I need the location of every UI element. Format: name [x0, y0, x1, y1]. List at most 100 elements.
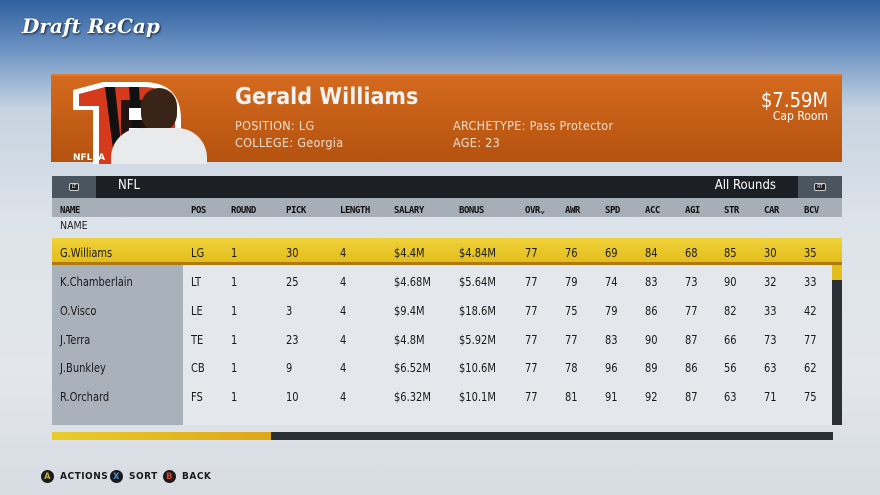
cell-spd: 83: [605, 332, 618, 347]
sort-button[interactable]: X SORT: [110, 470, 158, 483]
player-archetype: ARCHETYPE: Pass Protector: [453, 118, 614, 133]
a-button-icon: A: [41, 470, 54, 483]
cell-bcv: 75: [804, 389, 817, 404]
cell-spd: 96: [605, 360, 618, 375]
cell-car: 32: [764, 274, 777, 289]
cell-pos: LE: [191, 303, 203, 318]
cell-ovr: 77: [525, 389, 538, 404]
nflpa-logo-text: NFLPA: [73, 153, 105, 163]
column-header-awr[interactable]: AWR: [565, 205, 580, 216]
cell-round: 1: [231, 332, 238, 347]
column-header-length[interactable]: LENGTH: [340, 205, 370, 216]
cell-car: 63: [764, 360, 777, 375]
list-progress-bar: [52, 432, 833, 440]
cell-bonus: $18.6M: [459, 303, 496, 318]
cell-length: 4: [340, 245, 347, 260]
cell-bonus: $10.1M: [459, 389, 496, 404]
cell-ovr: 77: [525, 303, 538, 318]
cell-salary: $6.32M: [394, 389, 431, 404]
cell-awr: 79: [565, 274, 578, 289]
lt-bumper-button[interactable]: LT: [52, 176, 96, 198]
cell-acc: 83: [645, 274, 658, 289]
back-button[interactable]: B BACK: [163, 470, 211, 483]
column-header-name[interactable]: NAME: [60, 205, 80, 216]
player-portrait: [111, 84, 207, 164]
column-header-str[interactable]: STR: [724, 205, 739, 216]
column-header-round[interactable]: ROUND: [231, 205, 256, 216]
cell-acc: 89: [645, 360, 658, 375]
column-header-bcv[interactable]: BCV: [804, 205, 819, 216]
page-title: Draft ReCap: [22, 14, 160, 38]
cell-agi: 68: [685, 245, 698, 260]
column-header-agi[interactable]: AGI: [685, 205, 700, 216]
column-header-pos[interactable]: POS: [191, 205, 206, 216]
cell-pick: 3: [286, 303, 293, 318]
cell-ovr: 77: [525, 245, 538, 260]
cell-bonus: $10.6M: [459, 360, 496, 375]
cell-salary: $9.4M: [394, 303, 425, 318]
list-progress-fill: [52, 432, 271, 440]
cell-name: R.Orchard: [60, 389, 110, 404]
cell-acc: 90: [645, 332, 658, 347]
cell-bcv: 35: [804, 245, 817, 260]
cell-salary: $4.8M: [394, 332, 425, 347]
group-label: NAME: [60, 220, 88, 232]
player-position: POSITION: LG: [235, 118, 315, 133]
cell-str: 56: [724, 360, 737, 375]
column-header-bonus[interactable]: BONUS: [459, 205, 484, 216]
cell-pos: CB: [191, 360, 205, 375]
column-header-spd[interactable]: SPD: [605, 205, 620, 216]
cell-round: 1: [231, 303, 238, 318]
column-header-car[interactable]: CAR: [764, 205, 779, 216]
cell-pos: FS: [191, 389, 203, 404]
league-filter[interactable]: NFL: [118, 178, 140, 193]
table-header: [52, 198, 842, 217]
actions-button[interactable]: A ACTIONS: [41, 470, 108, 483]
player-college: COLLEGE: Georgia: [235, 135, 344, 150]
player-banner: NFLPA Gerald Williams POSITION: LG COLLE…: [51, 74, 842, 164]
cell-bcv: 77: [804, 332, 817, 347]
cell-pick: 10: [286, 389, 299, 404]
cell-agi: 73: [685, 274, 698, 289]
column-header-acc[interactable]: ACC: [645, 205, 660, 216]
cell-length: 4: [340, 360, 347, 375]
cell-pick: 23: [286, 332, 299, 347]
cell-str: 82: [724, 303, 737, 318]
cell-str: 90: [724, 274, 737, 289]
cell-name: O.Visco: [60, 303, 97, 318]
cell-salary: $6.52M: [394, 360, 431, 375]
cell-awr: 76: [565, 245, 578, 260]
column-header-pick[interactable]: PICK: [286, 205, 306, 216]
cell-acc: 92: [645, 389, 658, 404]
rt-bumper-button[interactable]: RT: [798, 176, 842, 198]
filter-bar: LT NFL All Rounds RT: [52, 176, 842, 198]
cell-bcv: 62: [804, 360, 817, 375]
cell-str: 63: [724, 389, 737, 404]
cell-str: 66: [724, 332, 737, 347]
scrollbar-thumb[interactable]: [832, 265, 842, 280]
cell-length: 4: [340, 332, 347, 347]
column-header-salary[interactable]: SALARY: [394, 205, 424, 216]
cell-car: 73: [764, 332, 777, 347]
rounds-filter[interactable]: All Rounds: [714, 178, 776, 193]
cell-length: 4: [340, 303, 347, 318]
cell-pos: TE: [191, 332, 204, 347]
cell-spd: 69: [605, 245, 618, 260]
cell-awr: 75: [565, 303, 578, 318]
cell-acc: 86: [645, 303, 658, 318]
name-column-bg: [52, 265, 183, 425]
player-age: AGE: 23: [453, 135, 501, 150]
cell-salary: $4.68M: [394, 274, 431, 289]
cap-room: $7.59M Cap Room: [760, 88, 828, 123]
cell-ovr: 77: [525, 360, 538, 375]
scrollbar[interactable]: [832, 265, 842, 425]
cell-ovr: 77: [525, 332, 538, 347]
cell-str: 85: [724, 245, 737, 260]
cell-pick: 25: [286, 274, 299, 289]
column-header-ovr[interactable]: OVR⌄: [525, 205, 545, 216]
cell-name: G.Williams: [60, 245, 113, 260]
cell-agi: 87: [685, 332, 698, 347]
player-name: Gerald Williams: [235, 84, 419, 110]
cell-car: 71: [764, 389, 777, 404]
cell-bonus: $5.64M: [459, 274, 496, 289]
